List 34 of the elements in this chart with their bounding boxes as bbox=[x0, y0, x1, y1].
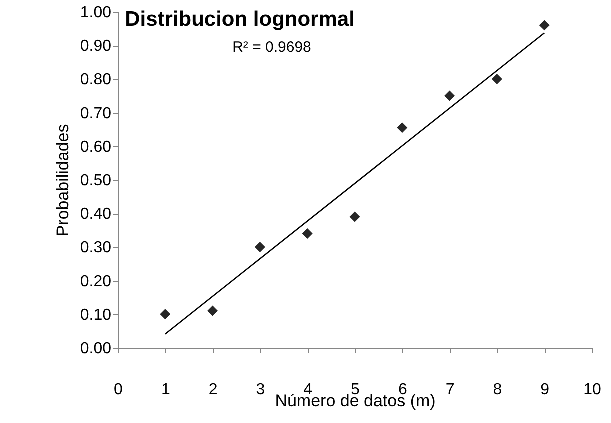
y-tick-label: 0.70 bbox=[80, 105, 112, 122]
x-tick-label: 8 bbox=[493, 382, 502, 398]
y-tick-label: 0.40 bbox=[80, 206, 112, 224]
x-tick-label: 9 bbox=[540, 382, 550, 398]
point bbox=[302, 228, 313, 240]
y-tick-label: 0.50 bbox=[80, 172, 112, 190]
x-tick-label: 2 bbox=[208, 382, 218, 398]
point bbox=[254, 242, 266, 252]
point bbox=[160, 309, 171, 320]
point bbox=[397, 122, 408, 134]
point bbox=[492, 74, 502, 84]
y-tick-label: 0.80 bbox=[80, 72, 112, 89]
y-axis-title: Probabilidades bbox=[53, 124, 72, 237]
x-tick-label: 4 bbox=[304, 382, 313, 398]
x-tick-label: 7 bbox=[446, 382, 455, 398]
annotation: R² = 0.9698 bbox=[232, 39, 312, 56]
point bbox=[539, 20, 550, 31]
x-tick-label: 10 bbox=[584, 382, 602, 398]
x-tick-label: 1 bbox=[161, 382, 170, 398]
y-tick-label: 0.00 bbox=[80, 340, 112, 358]
y-tick-label: 0.90 bbox=[80, 38, 112, 56]
point bbox=[350, 212, 360, 222]
x-tick-label: 3 bbox=[256, 382, 266, 398]
y-tick-label: 0.30 bbox=[80, 240, 112, 257]
point bbox=[208, 306, 218, 316]
y-tick-label: 0.60 bbox=[80, 138, 112, 156]
y-tick-label: 1.00 bbox=[80, 4, 112, 22]
y-tick-label: 0.10 bbox=[80, 306, 112, 324]
x-tick-label: 6 bbox=[398, 382, 408, 398]
chart-title: Distribucion lognormal bbox=[125, 8, 355, 31]
x-tick-label: 0 bbox=[114, 382, 124, 398]
x-tick-label: 5 bbox=[351, 382, 360, 398]
point bbox=[444, 90, 456, 102]
y-tick-label: 0.20 bbox=[80, 273, 112, 290]
